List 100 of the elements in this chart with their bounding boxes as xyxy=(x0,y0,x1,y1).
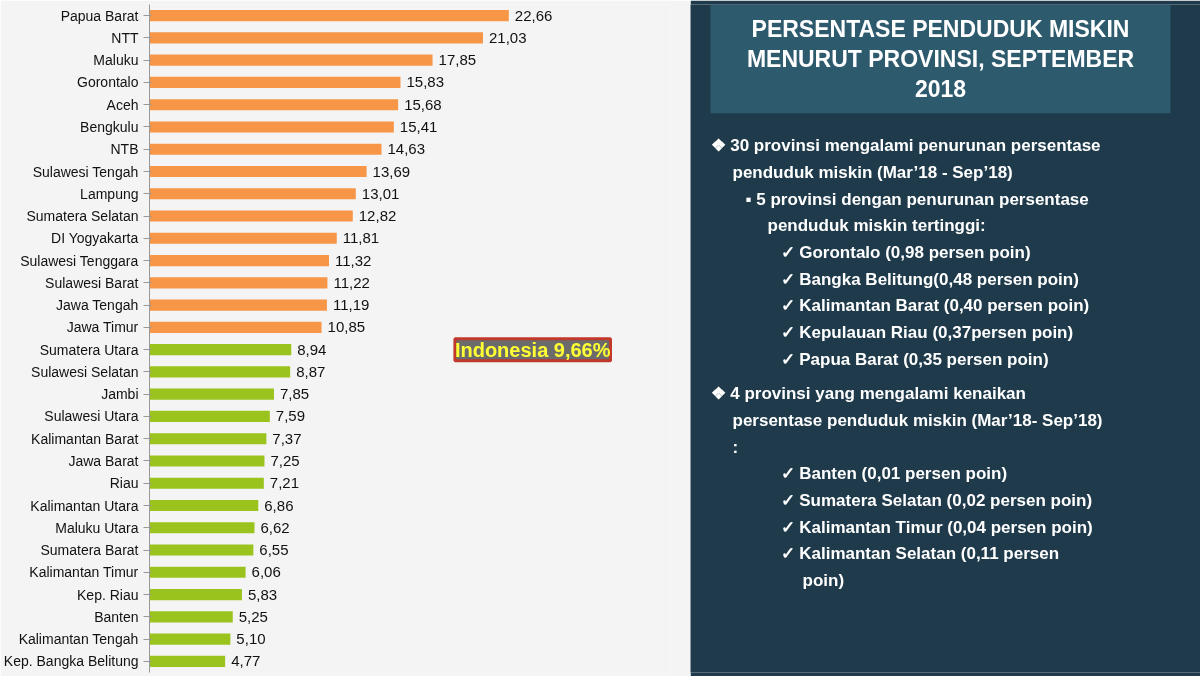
bar xyxy=(149,232,337,244)
text: ✓ Gorontalo (0,98 persen poin) xyxy=(780,243,1031,263)
y-tick-label: Sulawesi Tengah xyxy=(32,163,139,180)
bar xyxy=(149,32,483,44)
bar xyxy=(149,433,267,445)
data-label: 11,81 xyxy=(342,229,380,247)
data-label: 15,83 xyxy=(406,73,445,91)
bar xyxy=(149,255,329,267)
data-label: 5,10 xyxy=(236,630,266,648)
y-tick-label: Kalimantan Timur xyxy=(29,564,139,581)
data-label: 7,21 xyxy=(269,474,300,492)
bar xyxy=(149,54,433,66)
data-label: 13,69 xyxy=(372,162,411,180)
bar xyxy=(149,589,242,601)
bar xyxy=(149,633,231,645)
bar xyxy=(149,477,264,489)
y-tick-label: NTT xyxy=(111,29,139,46)
y-tick-label: Kalimantan Utara xyxy=(30,497,139,514)
data-label: 21,03 xyxy=(488,28,527,46)
y-tick-label: Sumatera Selatan xyxy=(26,208,139,225)
data-label: 11,19 xyxy=(332,296,370,314)
y-tick-label: DI Yogyakarta xyxy=(51,230,139,247)
data-label: 12,82 xyxy=(358,207,397,225)
y-tick-label: Jawa Barat xyxy=(68,452,139,469)
data-label: 15,68 xyxy=(404,95,442,113)
y-tick-label: Maluku xyxy=(93,52,139,69)
data-label: 8,94 xyxy=(297,340,327,358)
data-label: 10,85 xyxy=(327,318,366,336)
text: ✓ Kalimantan Barat (0,40 persen poin) xyxy=(780,296,1090,316)
data-label: 17,85 xyxy=(438,51,477,69)
data-label: 6,86 xyxy=(264,496,294,514)
data-label: 11,22 xyxy=(333,273,370,291)
bar xyxy=(149,210,353,222)
text: ▪ 5 provinsi dengan penurunan persentase penduduk miskin tertinggi: xyxy=(745,189,1089,236)
bar xyxy=(149,499,259,512)
data-label: 7,59 xyxy=(275,407,306,425)
data-label: 13,01 xyxy=(361,184,400,202)
y-tick-label: Jambi xyxy=(101,386,139,403)
text: PERSENTASE PENDUDUK MISKIN MENURUT PROVINSI, SEPTEMBER 2018 xyxy=(746,16,1135,102)
data-label: 7,37 xyxy=(272,429,302,447)
y-tick-label: Sulawesi Barat xyxy=(45,274,139,291)
bar xyxy=(149,522,255,534)
y-tick-label: Riau xyxy=(109,475,139,492)
bar xyxy=(149,388,274,400)
data-label: 15,41 xyxy=(399,117,438,135)
bar xyxy=(149,121,394,133)
text: ✓ Sumatera Selatan (0,02 persen poin) xyxy=(780,491,1093,511)
data-label: 7,25 xyxy=(270,451,300,469)
bar xyxy=(149,277,328,289)
y-tick-label: Sumatera Utara xyxy=(39,341,139,358)
text: ✓ Kalimantan Timur (0,04 persen poin) xyxy=(780,517,1093,537)
text: ❖ 4 provinsi yang mengalami kenaikan persentase penduduk miskin (Mar’18- Sep’18) : xyxy=(710,384,1103,457)
data-label: 4,77 xyxy=(231,652,261,670)
y-tick-label: Lampung xyxy=(80,185,139,202)
y-tick-label: Kep. Bangka Belitung xyxy=(3,653,139,670)
y-tick-label: Jawa Timur xyxy=(66,319,139,336)
bar xyxy=(149,76,401,88)
y-tick-label: Sulawesi Utara xyxy=(44,408,139,425)
y-tick-label: Bengkulu xyxy=(80,118,139,135)
data-label: 14,63 xyxy=(387,140,426,158)
y-tick-label: Sulawesi Selatan xyxy=(31,363,139,380)
text: ❖ 30 provinsi mengalami penurunan persentase penduduk miskin (Mar’18 - Sep’18) xyxy=(710,136,1101,182)
y-tick-label: Sulawesi Tenggara xyxy=(20,252,139,269)
data-label: 11,32 xyxy=(335,251,372,269)
bar xyxy=(149,410,270,422)
y-tick-label: NTB xyxy=(110,141,139,158)
y-tick-label: Banten xyxy=(94,608,139,625)
y-tick-label: Kalimantan Barat xyxy=(31,430,139,447)
bar xyxy=(149,299,327,311)
text: ✓ Bangka Belitung(0,48 persen poin) xyxy=(780,269,1079,289)
y-tick-label: Papua Barat xyxy=(60,7,139,24)
bar xyxy=(149,544,254,556)
bar xyxy=(149,655,226,667)
text: ✓ Kalimantan Selatan (0,11 persen poin) xyxy=(780,544,1060,591)
data-label: 5,25 xyxy=(238,607,268,625)
text: ✓ Banten (0,01 persen poin) xyxy=(780,464,1008,484)
text: ✓ Papua Barat (0,35 persen poin) xyxy=(780,349,1049,369)
bar xyxy=(149,99,399,111)
bar xyxy=(149,188,356,200)
data-label: 8,87 xyxy=(296,362,326,380)
bar xyxy=(149,566,246,578)
y-tick-label: Sumatera Barat xyxy=(40,542,139,559)
y-tick-label: Maluku Utara xyxy=(55,519,139,536)
y-tick-label: Gorontalo xyxy=(77,74,139,91)
bar xyxy=(149,366,291,378)
data-label: 5,83 xyxy=(247,585,278,603)
y-tick-label: Kalimantan Tengah xyxy=(18,631,139,648)
y-tick-label: Jawa Tengah xyxy=(56,297,139,314)
data-label: 6,06 xyxy=(251,563,281,581)
y-tick-label: Kep. Riau xyxy=(77,586,139,603)
bar xyxy=(149,143,382,155)
text: ✓ Kepulauan Riau (0,37persen poin) xyxy=(780,323,1074,343)
bar xyxy=(149,321,322,333)
data-label: 6,55 xyxy=(259,541,289,559)
data-label: 6,62 xyxy=(260,518,290,536)
data-label: 7,85 xyxy=(279,385,310,403)
bar xyxy=(149,344,292,356)
bar xyxy=(149,611,233,623)
bar xyxy=(149,455,265,467)
bar xyxy=(149,165,367,178)
